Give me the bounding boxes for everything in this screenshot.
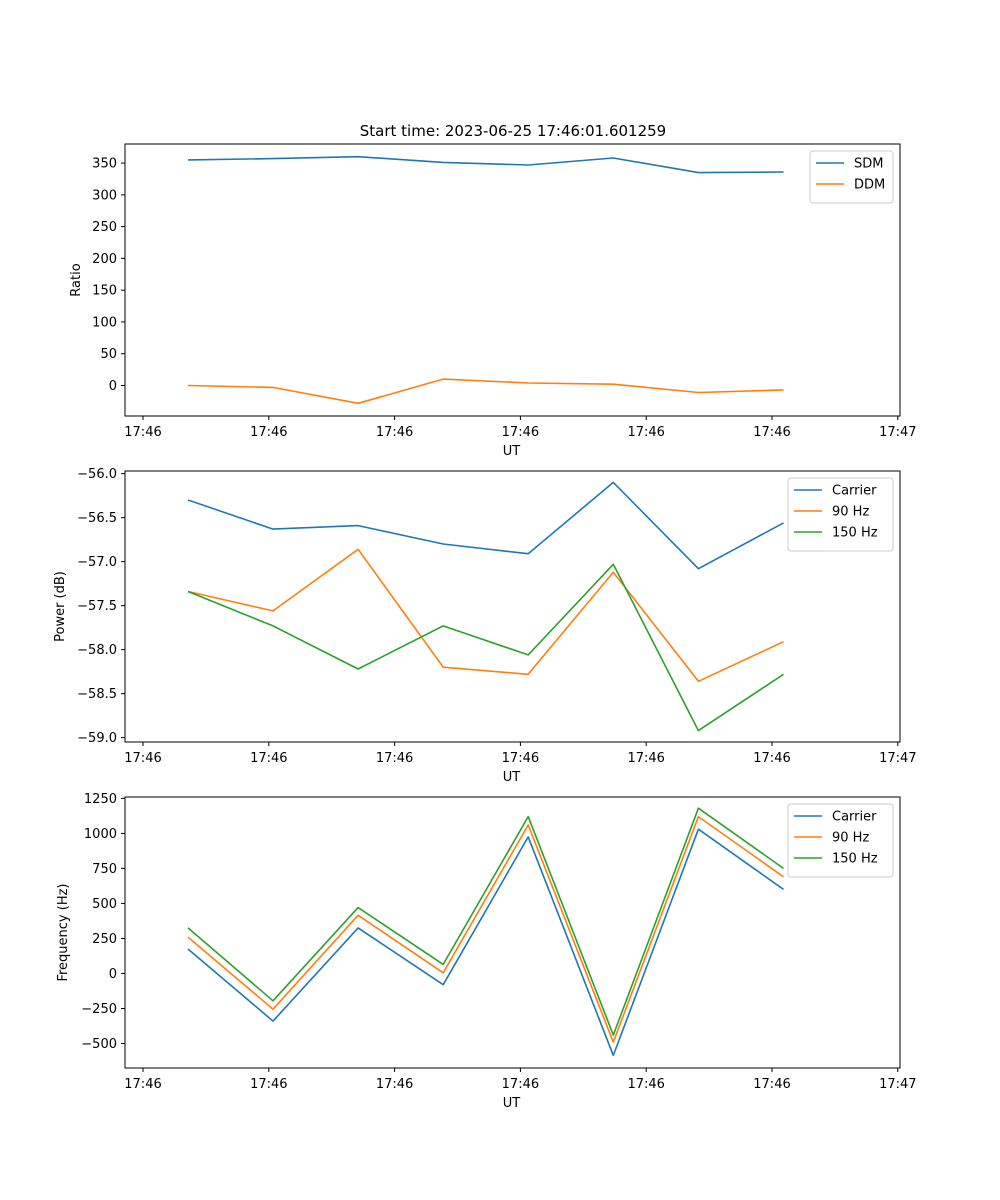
y-tick-label: 300 [92,188,117,203]
y-tick-label: 250 [92,220,117,235]
frequency-panel: 17:46 17:46 17:46 17:46 17:46 17:46 17:47 −500 −… [56,792,917,1111]
x-tick-label: 17:46 [753,425,790,440]
y-tick-label: −56.0 [77,467,117,482]
y-tick-label: 100 [92,315,117,330]
y-tick-label: −250 [81,1002,117,1017]
y-tick-label: 1250 [84,792,117,807]
x-tick-label: 17:46 [376,425,413,440]
x-axis-label: UT [503,444,521,459]
plot-frame [124,796,901,1069]
x-axis-label: UT [503,770,521,785]
y-tick-label: 0 [109,379,117,394]
plot-frame [124,470,901,743]
legend: Carrier 90 Hz 150 Hz [787,803,894,878]
y-tick-label: 50 [100,347,117,362]
x-tick-label: 17:46 [124,1077,161,1092]
series-line-90-hz [187,548,784,683]
legend-label: 90 Hz [832,831,869,846]
legend: Carrier 90 Hz 150 Hz [787,477,894,552]
x-tick-label: 17:46 [250,751,287,766]
y-tick-label: −500 [81,1037,117,1052]
x-tick-label: 17:47 [879,751,916,766]
x-tick-label: 17:46 [502,1077,539,1092]
y-axis-label: Power (dB) [53,571,68,642]
legend-label: Carrier [832,484,877,499]
x-tick-label: 17:47 [879,1077,916,1092]
y-tick-label: 750 [92,862,117,877]
series-line-carrier [187,828,784,1057]
y-tick-label: 250 [92,932,117,947]
x-tick-label: 17:46 [250,425,287,440]
ratio-panel: 17:46 17:46 17:46 17:46 17:46 17:46 17:47 0 50 10… [69,143,917,459]
y-tick-label: −58.0 [77,643,117,658]
y-tick-label: 1000 [84,827,117,842]
legend-label: SDM [854,157,883,172]
y-tick-label: 150 [92,284,117,299]
y-tick-label: −57.0 [77,555,117,570]
legend-label: DDM [854,178,885,193]
legend-box [809,150,894,204]
x-tick-label: 17:47 [879,425,916,440]
y-tick-label: −56.5 [77,511,117,526]
y-tick-label: 350 [92,157,117,172]
y-axis-label: Ratio [69,263,84,296]
series-line-ddm [187,378,784,405]
x-tick-label: 17:46 [376,1077,413,1092]
series-line-150-hz [187,807,784,1036]
legend-label: Carrier [832,810,877,825]
y-tick-label: 200 [92,252,117,267]
series-line-carrier [187,481,784,570]
figure-title: Start time: 2023-06-25 17:46:01.601259 [360,122,666,140]
legend: SDM DDM [809,150,894,204]
legend-label: 150 Hz [832,852,878,867]
y-tick-label: 0 [109,967,117,982]
x-tick-label: 17:46 [124,425,161,440]
plot-frame [124,143,901,417]
x-tick-label: 17:46 [250,1077,287,1092]
x-tick-label: 17:46 [753,1077,790,1092]
series-line-90-hz [187,815,784,1043]
x-tick-label: 17:46 [627,1077,664,1092]
legend-label: 90 Hz [832,505,869,520]
y-tick-label: −58.5 [77,687,117,702]
y-tick-label: 500 [92,897,117,912]
power-panel: 17:46 17:46 17:46 17:46 17:46 17:46 17:47 −59.0… [53,467,917,785]
x-tick-label: 17:46 [627,425,664,440]
x-axis-label: UT [503,1096,521,1111]
series-line-sdm [187,155,784,174]
y-tick-label: −59.0 [77,731,117,746]
y-tick-label: −57.5 [77,599,117,614]
y-axis-label: Frequency (Hz) [56,883,71,981]
x-tick-label: 17:46 [753,751,790,766]
x-tick-label: 17:46 [502,751,539,766]
legend-label: 150 Hz [832,526,878,541]
x-tick-label: 17:46 [376,751,413,766]
x-tick-label: 17:46 [502,425,539,440]
x-tick-label: 17:46 [124,751,161,766]
x-tick-label: 17:46 [627,751,664,766]
series-line-150-hz [187,563,784,732]
